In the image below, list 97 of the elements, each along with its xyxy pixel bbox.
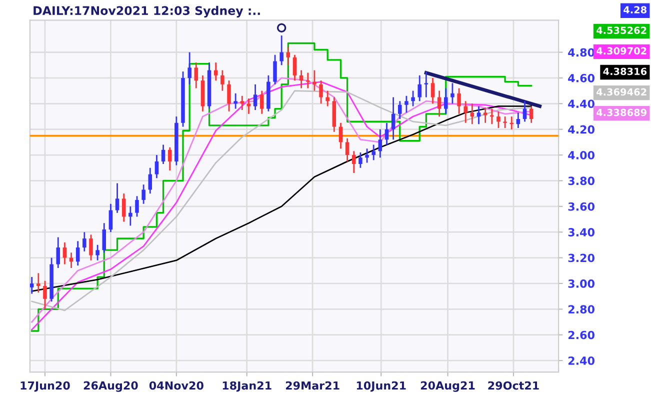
x-tick-label: 26Aug20 (84, 381, 138, 392)
y-tick-label: 4.40 (568, 100, 594, 108)
candlestick (358, 152, 362, 169)
candlestick (490, 108, 494, 125)
candlestick (253, 84, 258, 111)
x-tick-label: 04Nov20 (149, 381, 204, 390)
candlestick (161, 144, 166, 165)
candlestick (483, 106, 488, 124)
candlestick (227, 80, 231, 112)
candlestick (240, 95, 244, 111)
candlestick (299, 70, 304, 89)
x-tick-label: 10Jun21 (356, 381, 406, 392)
candlestick (352, 150, 356, 174)
candlestick (128, 206, 132, 226)
x-tick-label: 20Aug21 (420, 381, 475, 392)
candlestick (115, 182, 120, 214)
y-tick-label: 3.20 (568, 254, 594, 262)
candlestick (338, 122, 343, 150)
candlestick (214, 62, 218, 82)
y-tick-label: 4.00 (568, 150, 594, 160)
candlestick (220, 70, 224, 92)
text: 4.28 (624, 6, 646, 14)
text: 4.309702 (596, 47, 646, 55)
candlestick (142, 184, 146, 205)
y-tick-label: 4.80 (568, 48, 594, 57)
candlestick (306, 72, 310, 89)
candlestick (444, 88, 448, 115)
candlestick (122, 192, 126, 222)
candlestick (326, 90, 330, 107)
candlestick (470, 102, 474, 125)
candlestick (234, 92, 238, 110)
candlestick (312, 70, 316, 92)
candlestick (529, 106, 534, 124)
candlestick (62, 242, 67, 265)
candlestick (398, 100, 402, 120)
candlestick (430, 77, 435, 104)
candlestick (96, 244, 100, 262)
line-series (31, 106, 532, 292)
text: 4.38316 (603, 68, 647, 76)
candlestick (391, 96, 396, 140)
candlestick (43, 280, 47, 310)
candlestick (437, 90, 442, 118)
text: 4.535262 (596, 26, 646, 34)
y-tick-label: 4.60 (568, 74, 594, 82)
candlestick (345, 138, 350, 162)
candlestick (56, 236, 60, 269)
candlestick (365, 148, 369, 164)
candlestick (404, 95, 408, 114)
y-tick-label: 3.40 (568, 228, 594, 236)
candlestick (168, 146, 172, 172)
candlestick (384, 122, 389, 146)
candlestick (89, 234, 93, 262)
candlestick (246, 98, 251, 115)
candlestick (102, 222, 106, 254)
candlestick (522, 100, 527, 122)
candlestick (450, 82, 454, 104)
candlestick (372, 144, 376, 161)
y-tick-label: 3.80 (568, 176, 594, 186)
candlestick (76, 240, 80, 266)
candlestick (476, 106, 481, 125)
candlestick (188, 52, 192, 86)
candlestick (36, 272, 40, 294)
candlestick (108, 203, 113, 233)
candlestick (496, 110, 500, 129)
candlestick (503, 116, 507, 129)
candlestick (135, 195, 139, 218)
text: 4.338689 (596, 108, 646, 116)
x-tick-label: 29Oct21 (488, 381, 539, 390)
y-tick-label: 3.60 (568, 202, 594, 211)
candlestick (292, 54, 297, 82)
candlestick (260, 90, 264, 115)
candlestick (148, 167, 152, 194)
candlestick (411, 90, 415, 107)
candlestick (424, 70, 428, 98)
y-tick-label: 4.20 (568, 125, 594, 134)
y-tick-label: 3.00 (568, 279, 594, 288)
x-tick-label: 29Mar21 (286, 381, 340, 390)
candlestick (418, 74, 422, 102)
candlestick (30, 276, 34, 294)
chart-title: DAILY:17Nov2021 12:03 Sydney :.. (34, 6, 260, 18)
text: 4.369462 (596, 88, 646, 96)
candlestick (82, 231, 86, 252)
candlestick (378, 128, 382, 158)
y-tick-label: 2.80 (568, 305, 594, 314)
y-tick-label: 2.40 (568, 356, 594, 365)
candlestick (457, 88, 461, 115)
candlestick (464, 100, 468, 124)
candlestick (194, 62, 198, 89)
candlestick (286, 46, 290, 66)
y-tick-label: 2.60 (568, 330, 594, 340)
x-tick-label: 17Jun20 (20, 381, 70, 392)
candlestick (319, 80, 323, 104)
candlestick (273, 54, 277, 86)
candlestick (516, 112, 520, 129)
x-tick-label: 18Jan21 (222, 381, 272, 392)
candlestick (154, 154, 159, 179)
candlestick (280, 34, 284, 66)
